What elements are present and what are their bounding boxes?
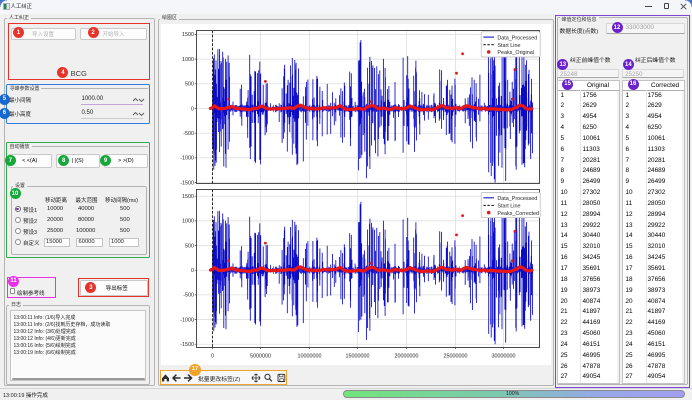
svg-text:-1500: -1500 [180, 342, 194, 348]
svg-text:-500: -500 [183, 293, 194, 299]
svg-text:Peaks_Original: Peaks_Original [497, 50, 534, 56]
svg-text:-1000: -1000 [180, 156, 194, 162]
svg-text:30000000: 30000000 [492, 354, 516, 360]
svg-text:Start Line: Start Line [497, 43, 520, 49]
svg-text:1000: 1000 [182, 57, 194, 63]
svg-text:Peaks_Corrected: Peaks_Corrected [497, 211, 539, 217]
svg-text:0: 0 [191, 106, 194, 112]
svg-text:15000000: 15000000 [346, 354, 370, 360]
svg-text:5000000: 5000000 [250, 354, 271, 360]
svg-text:-1000: -1000 [180, 317, 194, 323]
svg-text:Data_Processed: Data_Processed [497, 196, 537, 202]
svg-text:10000000: 10000000 [298, 354, 322, 360]
svg-text:0: 0 [211, 354, 214, 360]
svg-text:20000000: 20000000 [395, 354, 419, 360]
svg-text:-1500: -1500 [180, 180, 194, 186]
svg-text:1500: 1500 [182, 194, 194, 200]
svg-text:Start Line: Start Line [497, 204, 520, 210]
svg-text:Data_Processed: Data_Processed [497, 35, 537, 41]
svg-text:-500: -500 [183, 131, 194, 137]
svg-text:25000000: 25000000 [444, 354, 468, 360]
svg-text:500: 500 [185, 243, 194, 249]
svg-text:1500: 1500 [182, 32, 194, 38]
svg-text:500: 500 [185, 82, 194, 88]
svg-text:1000: 1000 [182, 219, 194, 225]
svg-text:0: 0 [191, 268, 194, 274]
